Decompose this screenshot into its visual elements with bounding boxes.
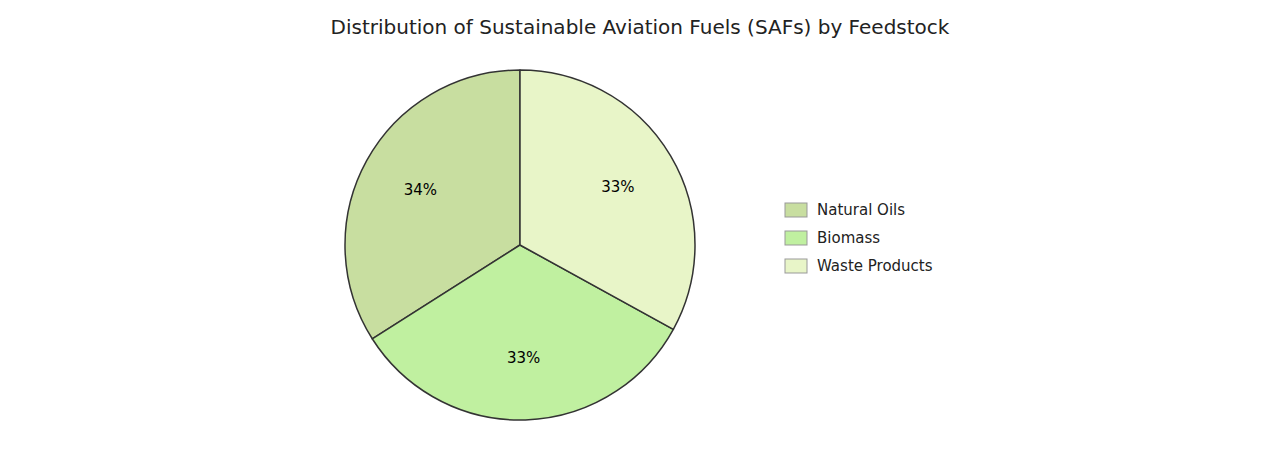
- legend-swatch: [785, 259, 807, 273]
- legend-label: Biomass: [817, 229, 880, 247]
- legend: Natural Oils Biomass Waste Products: [785, 201, 933, 275]
- data-label: 33%: [601, 178, 634, 196]
- chart: Distribution of Sustainable Aviation Fue…: [0, 0, 1280, 450]
- legend-swatch: [785, 231, 807, 245]
- data-label: 33%: [507, 349, 540, 367]
- data-labels: 34% 33% 33%: [404, 178, 635, 368]
- slice: [520, 70, 695, 329]
- legend-label: Waste Products: [817, 257, 933, 275]
- chart-container: Distribution of Sustainable Aviation Fue…: [0, 0, 1280, 450]
- legend-swatch: [785, 203, 807, 217]
- title: Distribution of Sustainable Aviation Fue…: [331, 15, 950, 39]
- legend-label: Natural Oils: [817, 201, 905, 219]
- data-label: 34%: [404, 181, 437, 199]
- slices: [345, 70, 695, 420]
